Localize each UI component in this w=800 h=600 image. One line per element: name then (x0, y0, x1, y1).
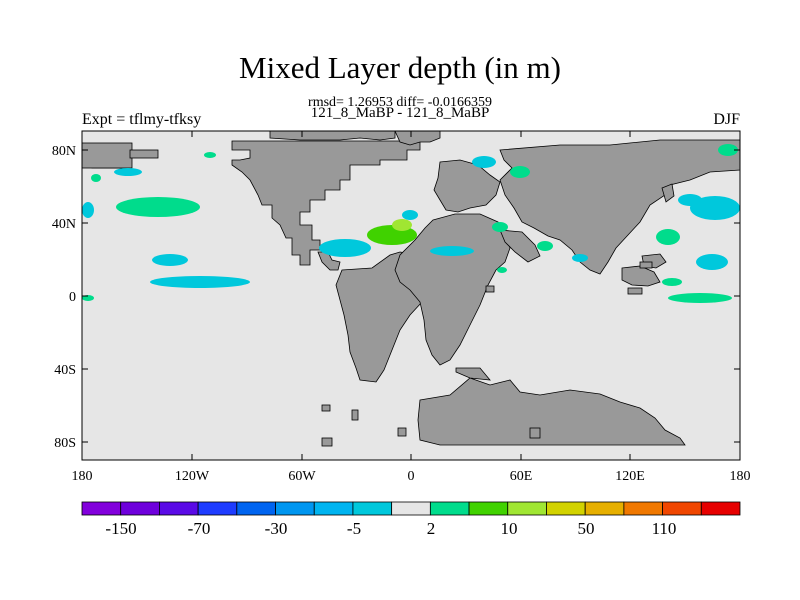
colorbar-swatch (313, 501, 354, 516)
contour-blob (402, 210, 418, 220)
colorbar-swatch (236, 501, 276, 516)
x-tick-label: 180 (72, 469, 93, 484)
land-island-7 (627, 287, 643, 295)
colorbar-swatch (429, 501, 470, 516)
land-mask (81, 130, 741, 447)
colorbar-label: -30 (265, 519, 288, 538)
contour-blob (152, 254, 188, 266)
colorbar-swatch (662, 501, 702, 516)
x-tick-label: 120E (615, 469, 645, 484)
colorbar-swatch (197, 501, 238, 516)
axis-ticks (81, 131, 741, 460)
land-antarctica (455, 367, 491, 381)
colorbar-swatch (507, 501, 547, 516)
contour-blob (662, 278, 682, 286)
contour-blob (510, 166, 530, 178)
land-island-5 (529, 427, 541, 439)
anomaly-contours (82, 144, 740, 303)
x-tick-label: 60W (288, 469, 316, 484)
colorbar-swatch (81, 501, 122, 516)
colorbar-labels: -150 -70 -30 -5 2 10 50 110 (105, 519, 676, 538)
land-island-1 (321, 404, 331, 412)
experiment-label: Expt = tflmy-tfksy (82, 111, 202, 128)
plot-title: Mixed Layer depth (in m) (239, 50, 561, 85)
x-tick-label: 120W (175, 469, 210, 484)
y-tick-label: 40N (52, 217, 76, 232)
land-australia (417, 377, 686, 446)
stats-line: rmsd= 1.26953 diff= -0.0166359 (308, 95, 492, 110)
land-aleutian (129, 149, 159, 159)
colorbar-label: 110 (652, 519, 677, 538)
contour-blob (537, 241, 553, 251)
colorbar-label: 10 (501, 519, 518, 538)
x-tick-label: 180 (730, 469, 751, 484)
contour-blob (718, 144, 738, 156)
land-north-america (231, 140, 421, 266)
contour-blob (82, 202, 94, 218)
contour-blob (319, 239, 371, 257)
colorbar-swatch (159, 501, 199, 516)
colorbar-swatch (391, 501, 431, 516)
colorbar (81, 501, 741, 516)
colorbar-swatch (468, 501, 509, 516)
colorbar-swatch (623, 501, 663, 516)
land-island-6 (639, 261, 653, 269)
contour-blob (392, 219, 412, 231)
y-tick-labels: 80N 40N 0 40S 80S (52, 144, 76, 451)
land-arabia (499, 229, 541, 263)
contour-blob (678, 194, 702, 206)
contour-blob (656, 229, 680, 245)
contour-blob (690, 196, 740, 220)
colorbar-label: 2 (427, 519, 436, 538)
season-label: DJF (713, 111, 740, 128)
land-greenland (394, 130, 441, 146)
land-alaska (81, 142, 133, 169)
land-arctic-islands (269, 130, 396, 141)
y-tick-label: 80N (52, 144, 76, 159)
land-island-2 (351, 409, 359, 421)
y-tick-label: 40S (54, 363, 76, 378)
colorbar-label: 50 (578, 519, 595, 538)
contour-blob (492, 222, 508, 232)
colorbar-swatch (275, 501, 315, 516)
land-japan (661, 183, 675, 203)
contour-blob (668, 293, 732, 303)
land-island-4 (397, 427, 407, 437)
x-tick-label: 60E (510, 469, 533, 484)
land-island-3 (321, 437, 333, 447)
colorbar-label: -5 (347, 519, 361, 538)
plot-subtitle: 121_8_MaBP - 121_8_MaBP (310, 105, 490, 121)
y-tick-label: 80S (54, 436, 76, 451)
contour-blob (116, 197, 200, 217)
colorbar-label: -70 (188, 519, 211, 538)
colorbar-swatch (700, 501, 741, 516)
x-tick-label: 0 (408, 469, 415, 484)
land-island-8 (485, 285, 495, 293)
contour-blob (572, 254, 588, 262)
contour-blob (204, 152, 216, 158)
contour-blob (696, 254, 728, 270)
y-tick-label: 0 (69, 290, 76, 305)
contour-blob (91, 174, 101, 182)
contour-blob (472, 156, 496, 168)
contour-blob (150, 276, 250, 288)
colorbar-swatch (584, 501, 625, 516)
contour-blob (114, 168, 142, 176)
colorbar-label: -150 (105, 519, 136, 538)
colorbar-swatch (352, 501, 393, 516)
contour-blob (430, 246, 474, 256)
colorbar-swatch (546, 501, 586, 516)
x-tick-labels: 180 120W 60W 0 60E 120E 180 (72, 469, 751, 484)
contour-blob (497, 267, 507, 273)
colorbar-swatch (120, 501, 160, 516)
